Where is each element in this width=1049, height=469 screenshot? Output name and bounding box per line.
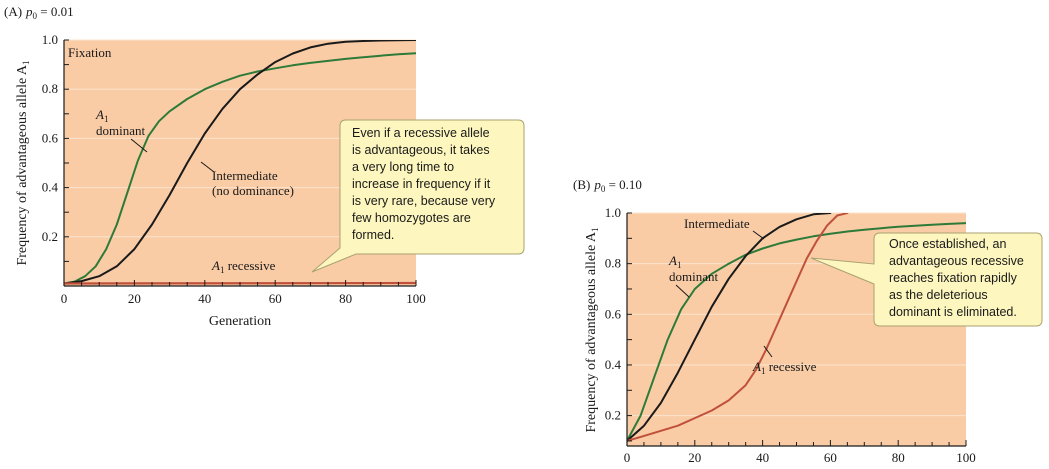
panel-a-x-tick-label: 60	[269, 291, 282, 306]
panel-a-y-tick-label: 0.8	[42, 81, 58, 96]
panel-a-y-tick-label: 1.0	[42, 32, 58, 47]
panel-a-intermediate-label: Intermediate	[212, 168, 278, 183]
panel-a-x-tick-label: 20	[128, 291, 141, 306]
panel-b-recessive-label: A1 recessive	[752, 359, 817, 376]
panel-a-y-tick-label: 0.2	[42, 229, 58, 244]
panel-a-x-tick-label: 100	[406, 291, 426, 306]
panel-a-dominant-line	[64, 52, 416, 285]
panel-a-callout-line: formed.	[352, 228, 394, 242]
panel-a-dominant-leader	[130, 138, 148, 153]
panel-b-dominant-label: A1	[668, 253, 681, 270]
panel-b-x-tick-label: 60	[824, 450, 837, 465]
panel-a-fixation-label: Fixation	[68, 45, 112, 60]
panel-a-callout-line: is advantageous, it takes	[352, 143, 490, 157]
panel-b-callout-line: reaches fixation rapidly	[889, 271, 1018, 285]
svg-text:Once established, an a: Once established, an advantageous recess…	[889, 237, 1027, 319]
panel-b-intermediate-leader	[752, 230, 765, 240]
panel-a-x-tick-label: 40	[198, 291, 211, 306]
panel-a-intermediate-line	[64, 40, 416, 285]
panel-b-x-tick-label: 0	[624, 450, 631, 465]
panel-a-y-tick-label: 0.6	[42, 130, 59, 145]
panel-a-callout-line: is very rare, because very	[352, 194, 496, 208]
panel-a-xlabel: Generation	[209, 314, 271, 329]
panel-b-dominant-line	[627, 222, 966, 442]
panel-a-intermediate-sublabel: (no dominance)	[212, 183, 294, 198]
panel-b-x-tick-label: 100	[956, 450, 976, 465]
panel-b-dominant-leader	[675, 284, 690, 298]
panel-a-axes: 0 20 40 60 80 100 0.2 0.4 0.6 0.8 1.0	[42, 32, 426, 306]
panel-a-callout: Even if a recessive allele is advantageo…	[311, 119, 525, 273]
panel-b-callout-box	[810, 232, 1043, 327]
panel-a-callout-line: increase in frequency if it	[352, 177, 491, 191]
panel-b-y-tick-label: 1.0	[605, 205, 621, 220]
panel-a-callout-line: a very long time to	[352, 160, 454, 174]
panel-b-ylabel: Frequency of advantageous allele A1	[584, 227, 600, 432]
panel-a-intermediate-leader	[200, 161, 215, 173]
panel-a-x-tick-label: 80	[339, 291, 352, 306]
panel-a-dominant-label: A1	[95, 107, 108, 124]
panel-a-callout-line: Even if a recessive allele	[352, 126, 490, 140]
panel-a-x-tick-label: 0	[61, 291, 68, 306]
panel-b-callout-line: dominant is eliminated.	[889, 305, 1017, 319]
panel-b-y-tick-label: 0.4	[605, 357, 622, 372]
panel-b-y-tick-label: 0.6	[605, 306, 622, 321]
panel-a-y-tick-label: 0.4	[42, 180, 59, 195]
panel-b-y-tick-label: 0.2	[605, 408, 621, 423]
panel-b-intermediate-line	[627, 213, 832, 442]
panel-b-recessive-leader	[763, 345, 773, 358]
panel-b-x-tick-label: 40	[756, 450, 769, 465]
panel-b-title: (B) p0 = 0.10	[573, 177, 642, 194]
panel-b-dominant-word: dominant	[669, 269, 718, 284]
panel-a-dominant-word: dominant	[96, 123, 145, 138]
panel-b-intermediate-label: Intermediate	[684, 216, 750, 231]
panel-a-recessive-label: A1 recessive	[211, 258, 276, 275]
panel-b-axes: 0 20 40 60 80 100 0.2 0.4 0.6 0.8 1.0	[605, 205, 976, 465]
panel-b-y-tick-label: 0.8	[605, 256, 621, 271]
panel-b-callout: Once established, an advantageous recess…	[810, 232, 1043, 327]
panel-b-callout-line: as the deleterious	[889, 288, 988, 302]
panel-a-callout-box	[311, 119, 525, 273]
panel-b: (B) p0 = 0.10 0 20 40 60 80 100 0.2 0.4 0.6 0.8 1.0…	[573, 177, 1043, 465]
panel-b-x-tick-label: 20	[688, 450, 701, 465]
panel-a-ylabel: Frequency of advantageous allele A1	[15, 60, 31, 265]
panel-b-recessive-line	[627, 213, 849, 442]
panel-a-title: (A) p0 = 0.01	[4, 4, 74, 21]
svg-text:Even if a recessive allele: Even if a recessive allele is advantageo…	[352, 126, 499, 242]
panel-a: (A) p0 = 0.01 0 20 40 60 80 100 0.2 0.4 0.6 0.8 1.0…	[4, 4, 525, 329]
panel-b-callout-line: advantageous recessive	[889, 254, 1024, 268]
panel-a-callout-line: few homozygotes are	[352, 211, 471, 225]
panel-b-callout-line: Once established, an	[889, 237, 1006, 251]
panel-b-x-tick-label: 80	[892, 450, 905, 465]
